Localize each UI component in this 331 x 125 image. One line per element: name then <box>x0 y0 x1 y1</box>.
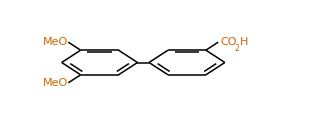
Text: 2: 2 <box>234 44 239 53</box>
Text: MeO: MeO <box>43 37 68 47</box>
Text: H: H <box>240 37 249 47</box>
Text: MeO: MeO <box>43 78 68 88</box>
Text: CO: CO <box>220 37 236 47</box>
